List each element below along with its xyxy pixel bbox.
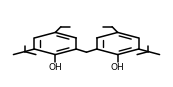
Text: OH: OH (48, 63, 62, 72)
Text: OH: OH (111, 63, 125, 72)
